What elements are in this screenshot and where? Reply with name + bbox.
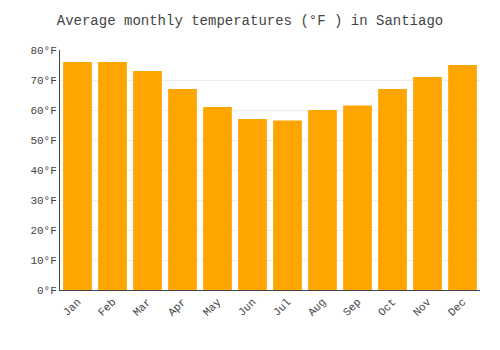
svg-text:0°F: 0°F xyxy=(37,285,57,297)
svg-text:20°F: 20°F xyxy=(30,225,56,237)
svg-text:80°F: 80°F xyxy=(30,45,56,57)
svg-text:Sep: Sep xyxy=(341,296,363,318)
svg-text:Oct: Oct xyxy=(376,296,398,318)
svg-text:Nov: Nov xyxy=(411,296,434,319)
svg-text:10°F: 10°F xyxy=(30,255,56,267)
svg-text:70°F: 70°F xyxy=(30,75,56,87)
svg-text:Mar: Mar xyxy=(131,296,153,318)
svg-text:Jun: Jun xyxy=(236,296,258,318)
svg-text:30°F: 30°F xyxy=(30,195,56,207)
svg-text:50°F: 50°F xyxy=(30,135,56,147)
svg-text:Dec: Dec xyxy=(446,296,468,318)
svg-text:Apr: Apr xyxy=(166,296,188,318)
svg-text:Average monthly temperatures (: Average monthly temperatures (°F ) in Sa… xyxy=(57,13,443,29)
svg-text:Jan: Jan xyxy=(61,296,83,318)
svg-text:May: May xyxy=(201,296,224,319)
svg-text:Aug: Aug xyxy=(306,296,328,318)
svg-text:40°F: 40°F xyxy=(30,165,56,177)
svg-text:60°F: 60°F xyxy=(30,105,56,117)
svg-text:Feb: Feb xyxy=(96,296,118,318)
svg-text:Jul: Jul xyxy=(271,296,293,318)
